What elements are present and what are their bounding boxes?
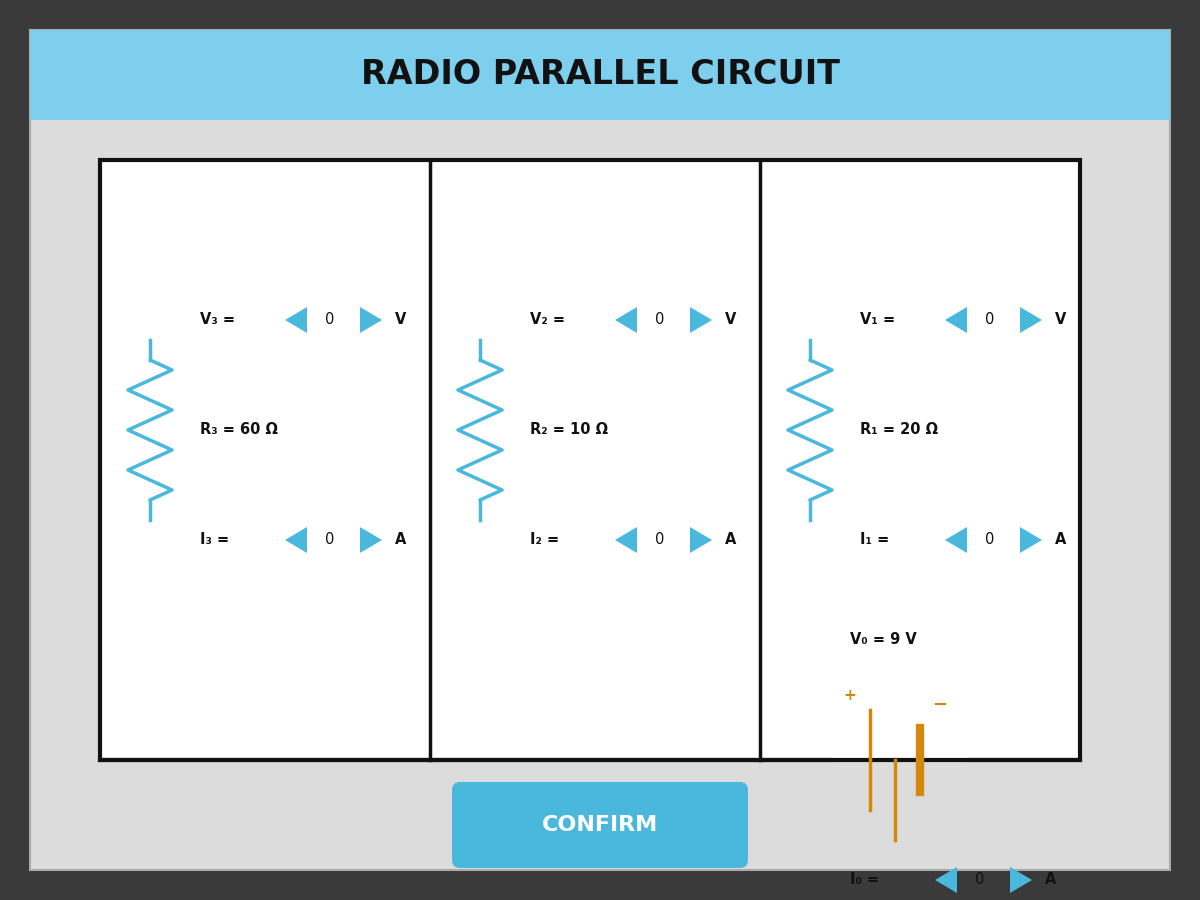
Polygon shape [616,307,637,333]
Polygon shape [690,307,712,333]
Text: I₃ =: I₃ = [200,533,229,547]
Polygon shape [946,527,967,553]
Text: 0: 0 [976,872,985,887]
Text: V: V [725,312,737,328]
Bar [30,30,1170,120]
Polygon shape [360,307,382,333]
Text: +: + [844,688,857,703]
Text: V₀ = 9 V: V₀ = 9 V [850,633,917,647]
Polygon shape [690,527,712,553]
Polygon shape [1020,527,1042,553]
Polygon shape [360,527,382,553]
Polygon shape [946,307,967,333]
Text: I₁ =: I₁ = [860,533,889,547]
Text: CONFIRM: CONFIRM [542,815,658,835]
Text: I₂ =: I₂ = [530,533,559,547]
Text: A: A [725,533,737,547]
Text: A: A [395,533,407,547]
Polygon shape [286,307,307,333]
Text: V₃ =: V₃ = [200,312,235,328]
Polygon shape [1020,307,1042,333]
Text: V: V [395,312,407,328]
Text: V: V [1055,312,1067,328]
Text: 0: 0 [985,312,995,328]
Text: R₁ = 20 Ω: R₁ = 20 Ω [860,422,938,437]
Text: R₃ = 60 Ω: R₃ = 60 Ω [200,422,278,437]
Polygon shape [616,527,637,553]
Text: V₂ =: V₂ = [530,312,565,328]
Text: V₁ =: V₁ = [860,312,895,328]
Bar [100,160,1080,760]
Text: I₀ =: I₀ = [850,872,880,887]
Text: A: A [1045,872,1056,887]
Polygon shape [286,527,307,553]
Polygon shape [935,867,958,893]
Text: 0: 0 [985,533,995,547]
Text: 0: 0 [655,312,665,328]
Text: 0: 0 [325,312,335,328]
Text: A: A [1055,533,1067,547]
Text: R₂ = 10 Ω: R₂ = 10 Ω [530,422,608,437]
Text: 0: 0 [325,533,335,547]
Text: 0: 0 [655,533,665,547]
Polygon shape [1010,867,1032,893]
Text: −: − [932,696,948,714]
FancyBboxPatch shape [452,782,748,868]
Text: RADIO PARALLEL CIRCUIT: RADIO PARALLEL CIRCUIT [360,58,840,92]
